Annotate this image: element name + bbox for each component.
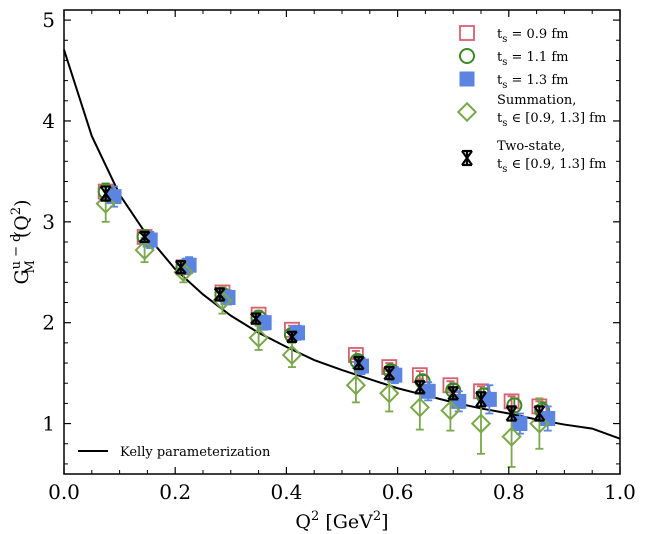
legend-label-line2: ts ∈ [0.9, 1.3] fm <box>497 157 606 175</box>
points-layer <box>97 183 555 466</box>
legend-item-2: ts = 1.3 fm <box>460 72 568 91</box>
legend-label: ts = 0.9 fm <box>497 27 568 45</box>
curve-legend-label: Kelly parameterization <box>120 445 271 460</box>
series-1 <box>99 183 549 418</box>
legend-item-3: Summation, ts ∈ [0.9, 1.3] fm <box>458 93 606 129</box>
y-tick-label: 2 <box>42 311 55 335</box>
legend-label-line2: ts ∈ [0.9, 1.3] fm <box>497 111 606 129</box>
legend-label: Two-state, <box>497 139 565 154</box>
x-tick-label: 0.0 <box>48 480 80 504</box>
series-0 <box>99 185 547 414</box>
y-tick-label: 5 <box>42 8 55 32</box>
y-axis-label: Gu − dM(Q2) <box>9 199 38 284</box>
legend-item-4: Two-state, ts ∈ [0.9, 1.3] fm <box>462 139 606 175</box>
y-tick-label: 4 <box>42 109 55 133</box>
x-tick-label: 0.2 <box>159 480 191 504</box>
x-tick-label: 0.4 <box>270 480 302 504</box>
series-2 <box>107 187 555 434</box>
legend-label: ts = 1.1 fm <box>497 50 568 68</box>
y-tick-label: 3 <box>42 210 55 234</box>
legend-label: Summation, <box>497 93 576 108</box>
series-3 <box>97 186 548 467</box>
y-tick-label: 1 <box>42 412 55 436</box>
legend-item-1: ts = 1.1 fm <box>460 49 568 68</box>
x-tick-label: 0.6 <box>382 480 414 504</box>
curve-legend: Kelly parameterization <box>78 445 271 460</box>
x-tick-label: 1.0 <box>604 480 636 504</box>
x-axis-label: Q2 [GeV2] <box>295 509 388 533</box>
legend-label: ts = 1.3 fm <box>497 73 568 91</box>
x-tick-label: 0.8 <box>493 480 525 504</box>
legend-item-0: ts = 0.9 fm <box>460 26 568 45</box>
legend: ts = 0.9 fm ts = 1.1 fm ts = 1.3 fm Summati… <box>458 26 606 175</box>
